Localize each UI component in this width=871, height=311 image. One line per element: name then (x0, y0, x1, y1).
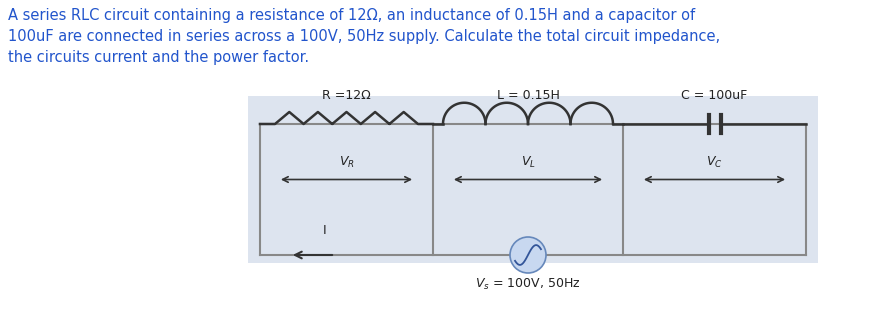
Text: R =12Ω: R =12Ω (322, 89, 371, 102)
Text: C = 100uF: C = 100uF (681, 89, 747, 102)
Text: $V_R$: $V_R$ (339, 154, 354, 169)
Text: $V_s$ = 100V, 50Hz: $V_s$ = 100V, 50Hz (476, 277, 581, 292)
Text: A series RLC circuit containing a resistance of 12Ω, an inductance of 0.15H and : A series RLC circuit containing a resist… (8, 8, 720, 65)
Text: $V_C$: $V_C$ (706, 154, 723, 169)
Text: L = 0.15H: L = 0.15H (496, 89, 559, 102)
Circle shape (510, 237, 546, 273)
Text: $V_L$: $V_L$ (521, 154, 536, 169)
Text: I: I (323, 224, 327, 237)
FancyBboxPatch shape (248, 96, 818, 263)
